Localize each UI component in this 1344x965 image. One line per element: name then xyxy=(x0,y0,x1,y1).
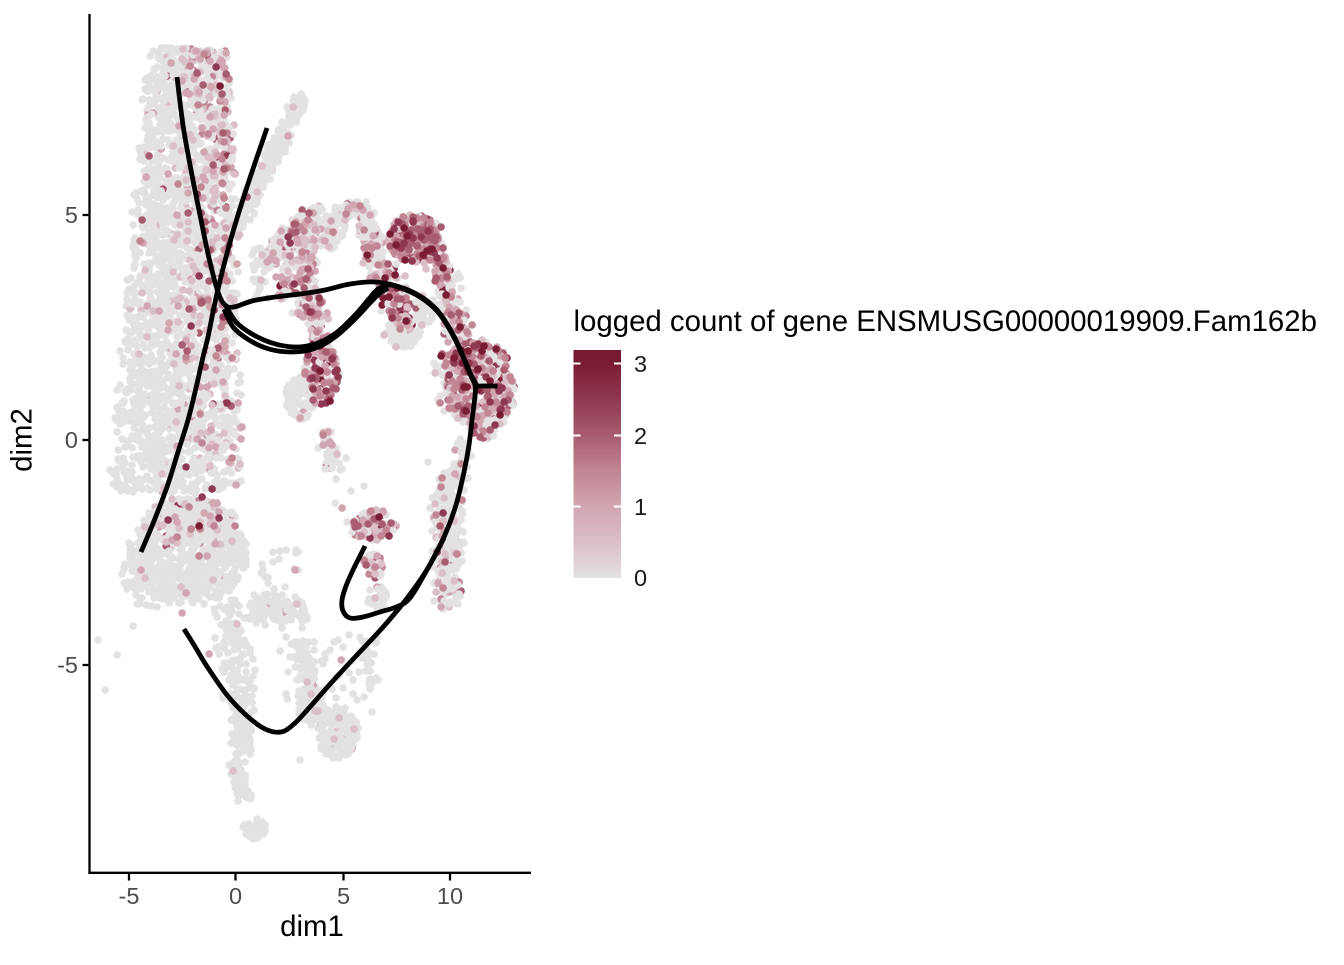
svg-text:0: 0 xyxy=(634,565,647,591)
svg-text:5: 5 xyxy=(337,883,350,909)
svg-text:-5: -5 xyxy=(57,652,78,678)
svg-text:-5: -5 xyxy=(119,883,140,909)
svg-text:3: 3 xyxy=(634,351,647,377)
svg-text:0: 0 xyxy=(65,427,78,453)
svg-text:0: 0 xyxy=(229,883,242,909)
svg-text:1: 1 xyxy=(634,494,647,520)
svg-text:dim2: dim2 xyxy=(6,408,39,472)
svg-text:5: 5 xyxy=(65,202,78,228)
svg-text:2: 2 xyxy=(634,423,647,449)
svg-text:logged count of gene ENSMUSG00: logged count of gene ENSMUSG00000019909.… xyxy=(574,305,1317,338)
svg-text:dim1: dim1 xyxy=(280,910,344,943)
svg-text:10: 10 xyxy=(437,883,463,909)
